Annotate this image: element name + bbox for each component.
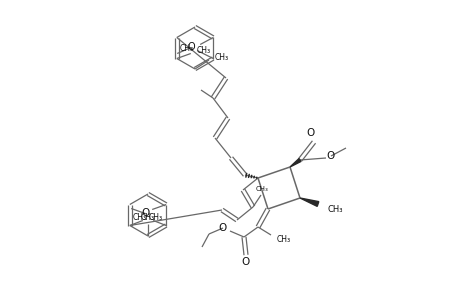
Text: O: O — [187, 43, 195, 52]
Text: CH₃: CH₃ — [327, 206, 343, 214]
Text: CH₃: CH₃ — [276, 235, 291, 244]
Text: CH₃: CH₃ — [140, 214, 155, 223]
Text: CH₃: CH₃ — [214, 52, 229, 62]
Text: CH₃: CH₃ — [179, 44, 194, 53]
Text: O: O — [306, 128, 314, 138]
Text: O: O — [326, 151, 335, 161]
Text: O: O — [218, 223, 227, 233]
Text: CH₃: CH₃ — [149, 213, 162, 222]
Text: CH₃: CH₃ — [255, 186, 268, 192]
Text: CH₃: CH₃ — [196, 46, 211, 55]
Polygon shape — [299, 198, 318, 206]
Text: O: O — [241, 257, 250, 267]
Text: O: O — [141, 208, 149, 218]
Polygon shape — [289, 159, 300, 167]
Text: CH₃: CH₃ — [133, 213, 147, 222]
